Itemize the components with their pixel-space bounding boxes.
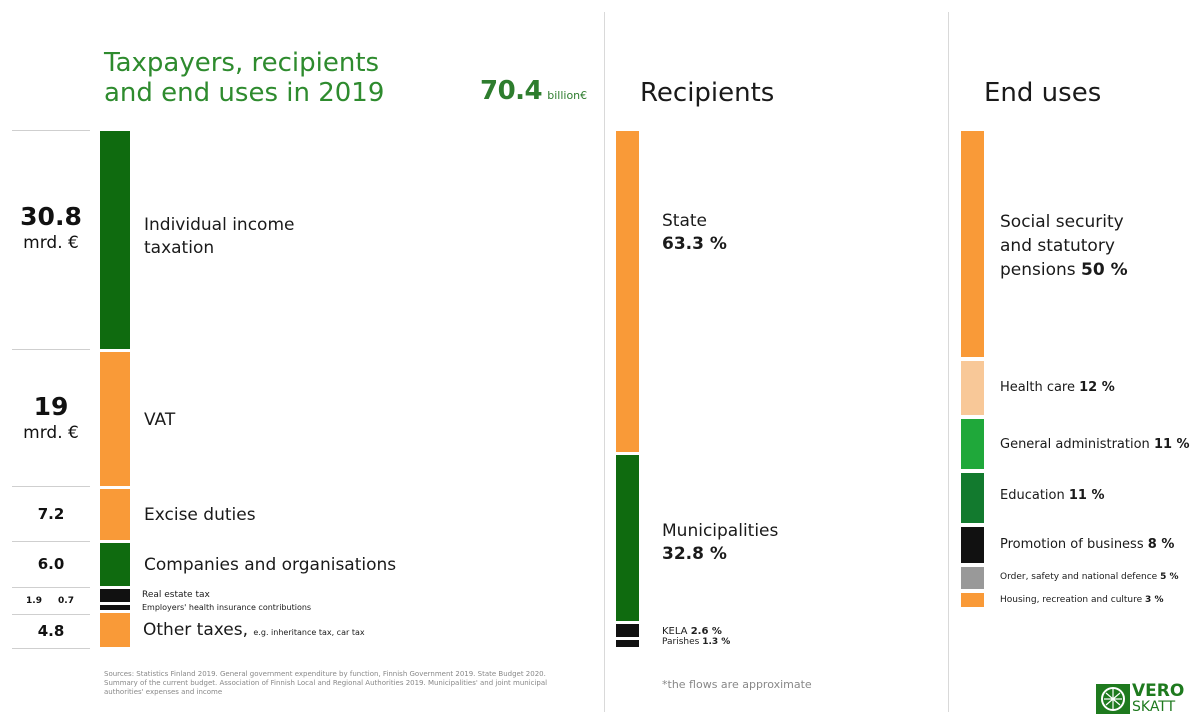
parishes-percent: 1.3 % [702,637,731,647]
chart-title: Taxpayers, recipients and end uses in 20… [104,48,385,108]
amount-unit: mrd. € [23,233,79,253]
business-percent: 8 % [1147,537,1175,552]
end-use-bar-education [961,472,984,523]
education-name: Education [1000,488,1065,503]
label-education: Education 11 % [1000,488,1105,503]
amount-unit: mrd. € [23,423,79,443]
taxpayer-bar-excise-duties [100,489,130,541]
social-line-2: and statutory [1000,236,1115,256]
social-line-3: pensions [1000,260,1076,280]
taxpayer-bar-companies-and-organisations [100,543,130,586]
row-separator [12,486,90,487]
other-taxes-text: Other taxes, [143,620,249,640]
municipalities-percent: 32.8 % [662,544,727,564]
row-separator [12,541,90,542]
label-municipalities: Municipalities 32.8 % [662,520,778,566]
end-use-bar-social-security-and-statutory-pensions [961,131,984,357]
recipient-bar-state [616,131,639,452]
logo-line-1: VERO [1132,681,1185,701]
column-divider [948,12,949,712]
label-order-safety: Order, safety and national defence 5 % [1000,572,1179,582]
amount-excise: 7.2 [37,505,65,523]
recipient-bar-kela [616,624,639,638]
label-real-estate: Real estate tax [142,590,210,600]
amount-vat: 19 mrd. € [12,392,90,444]
row-separator [12,648,90,649]
row-separator [12,349,90,350]
label-health-insurance: Employers' health insurance contribution… [142,603,312,612]
label-other-taxes: Other taxes, e.g. inheritance tax, car t… [143,620,365,640]
amount-value: 30.8 [20,202,82,231]
row-separator [12,587,90,588]
order-name: Order, safety and national defence [1000,572,1158,582]
kela-name: KELA [662,626,688,637]
education-percent: 11 % [1068,488,1105,503]
total-unit: billion€ [547,89,588,102]
admin-percent: 11 % [1153,437,1190,452]
label-kela-parishes: KELA 2.6 % Parishes 1.3 % [662,626,730,648]
end-uses-heading: End uses [984,78,1102,108]
amount-health-insurance: 0.7 [58,596,74,606]
health-care-name: Health care [1000,380,1075,395]
total-value: 70.4 billion€ [480,76,587,106]
taxpayer-bar-employers-health-insurance-contributions [100,605,130,611]
amount-other-taxes: 4.8 [37,622,65,640]
label-state: State 63.3 % [662,210,727,256]
amount-real-estate: 1.9 [26,596,42,606]
label-companies: Companies and organisations [144,555,397,575]
housing-name: Housing, recreation and culture [1000,595,1143,605]
label-housing: Housing, recreation and culture 3 % [1000,595,1163,605]
admin-name: General administration [1000,437,1150,452]
municipalities-name: Municipalities [662,521,779,541]
label-individual-income: Individual income taxation [144,215,295,258]
sources-text: Sources: Statistics Finland 2019. Genera… [104,670,548,696]
recipient-bar-parishes [616,640,639,647]
parishes-label: Parishes 1.3 % [662,637,730,648]
kela-label: KELA 2.6 % [662,626,730,637]
label-social-security: Social security and statutory pensions 5… [1000,210,1128,282]
amount-companies: 6.0 [37,555,65,573]
label-excise: Excise duties [144,505,256,525]
total-number: 70.4 [480,76,543,106]
end-use-bar-health-care [961,361,984,416]
health-care-percent: 12 % [1079,380,1115,395]
recipients-heading: Recipients [640,78,775,108]
social-percent: 50 % [1081,260,1128,280]
taxpayer-bar-vat [100,351,130,487]
parishes-name: Parishes [662,637,700,647]
logo-line-2: SKATT [1132,699,1176,715]
kela-percent: 2.6 % [690,626,722,637]
taxpayer-bar-real-estate-tax [100,588,130,603]
amount-value: 19 [33,392,69,421]
label-general-administration: General administration 11 % [1000,437,1190,452]
label-health-care: Health care 12 % [1000,380,1115,395]
row-separator [12,130,90,131]
taxpayer-bar-individual-income-taxation [100,131,130,349]
business-name: Promotion of business [1000,537,1144,552]
vero-logo-text: VERO SKATT [1132,681,1185,716]
vero-logo-icon [1096,684,1130,714]
flows-note: *the flows are approximate [662,678,812,691]
column-divider [604,12,605,712]
label-vat: VAT [144,410,176,430]
end-use-bar-promotion-of-business [961,526,984,563]
amount-individual-income: 30.8 mrd. € [12,202,90,254]
state-name: State [662,211,707,231]
social-line-1: Social security [1000,212,1124,232]
taxpayer-bar-other-taxes [100,613,130,647]
end-use-bar-general-administration [961,419,984,469]
housing-percent: 3 % [1145,595,1164,605]
row-separator [12,614,90,615]
end-use-bar-order-safety-and-national-defence [961,566,984,590]
other-taxes-note: e.g. inheritance tax, car tax [253,628,365,637]
recipient-bar-municipalities [616,454,639,622]
label-promotion-of-business: Promotion of business 8 % [1000,537,1174,552]
state-percent: 63.3 % [662,234,727,254]
order-percent: 5 % [1160,572,1179,582]
end-use-bar-housing-recreation-and-culture [961,593,984,607]
